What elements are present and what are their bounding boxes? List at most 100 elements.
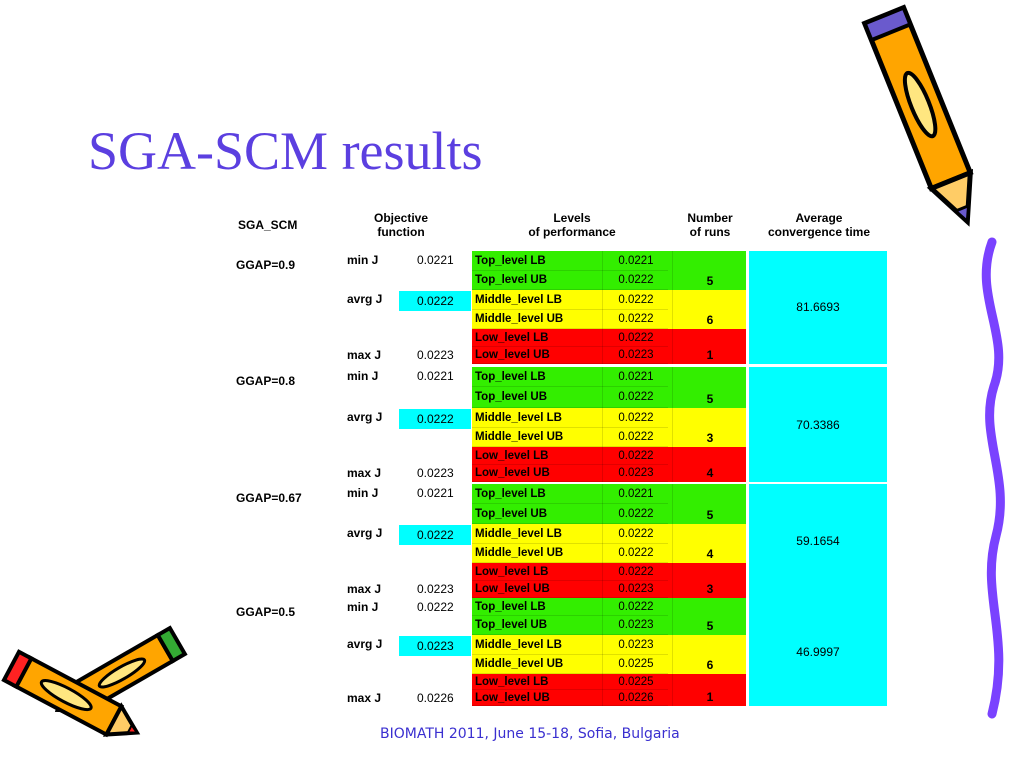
level-row — [472, 251, 746, 271]
level-row — [472, 655, 746, 674]
max-j-value: 0.0223 — [417, 348, 454, 362]
footer-conference: BIOMATH 2011, June 15-18, Sofia, Bulgari… — [380, 726, 680, 742]
avrg-j-label: avrg J — [347, 526, 383, 540]
level-row — [472, 290, 746, 310]
level-value: 0.0223 — [618, 619, 654, 631]
level-row — [472, 347, 746, 364]
level-row — [472, 524, 746, 544]
row-divider — [472, 464, 668, 465]
row-divider — [472, 270, 668, 271]
level-value: 0.0225 — [618, 658, 654, 670]
level-row — [472, 447, 746, 465]
level-name: Top_level LB — [475, 370, 546, 383]
max-j-label: max J — [347, 691, 382, 705]
level-value: 0.0221 — [618, 487, 654, 500]
runs-count: 6 — [706, 313, 714, 327]
level-name: Low_level UB — [475, 349, 550, 361]
avrg-j-label: avrg J — [347, 292, 383, 306]
min-j-label: min J — [347, 253, 379, 267]
level-name: Top_level UB — [475, 507, 547, 520]
row-divider — [472, 562, 668, 563]
runs-count: 5 — [706, 619, 714, 633]
pencil-icon — [861, 4, 974, 227]
level-name: Low_level LB — [475, 675, 549, 688]
level-row — [472, 484, 746, 504]
level-name: Top_level LB — [475, 487, 546, 500]
level-name: Top_level UB — [475, 619, 547, 631]
runs-count: 3 — [706, 431, 714, 445]
level-row — [472, 387, 746, 408]
avg-time-value: 59.1654 — [796, 534, 840, 548]
min-j-value: 0.0221 — [417, 369, 454, 383]
row-divider — [472, 328, 668, 329]
row-divider — [472, 503, 668, 504]
header-levels-line2: of performance — [528, 225, 616, 239]
level-value: 0.0222 — [618, 431, 654, 443]
level-name: Top_level LB — [475, 600, 546, 613]
level-row — [472, 271, 746, 290]
level-row — [472, 428, 746, 447]
slide-title: SGA-SCM results — [88, 121, 483, 181]
column-divider — [602, 367, 603, 482]
level-value: 0.0221 — [618, 254, 654, 267]
max-j-label: max J — [347, 582, 382, 596]
level-row — [472, 408, 746, 428]
level-value: 0.0222 — [618, 507, 654, 520]
avrg-j-value: 0.0222 — [417, 528, 454, 542]
level-name: Middle_level LB — [475, 293, 562, 306]
ggap-label: GGAP=0.9 — [236, 258, 296, 272]
min-j-value: 0.0222 — [417, 600, 454, 614]
header-avg-line2: convergence time — [767, 225, 871, 239]
max-j-label: max J — [347, 348, 382, 362]
level-name: Middle_level LB — [475, 527, 562, 540]
level-value: 0.0222 — [618, 565, 654, 578]
level-name: Middle_level UB — [475, 658, 564, 670]
row-divider — [472, 654, 668, 655]
header-sga-scm: SGA_SCM — [238, 218, 298, 232]
column-divider — [602, 598, 603, 706]
row-divider — [472, 346, 668, 347]
row-divider — [472, 705, 668, 706]
runs-count: 5 — [706, 508, 714, 522]
level-name: Middle_level UB — [475, 313, 564, 325]
runs-count: 1 — [706, 690, 714, 704]
ggap-label: GGAP=0.8 — [236, 374, 296, 388]
level-row — [472, 635, 746, 655]
level-row — [472, 581, 746, 598]
level-value: 0.0221 — [618, 370, 654, 383]
avrg-j-value: 0.0223 — [417, 639, 454, 653]
header-levels-line1: Levels — [553, 211, 591, 225]
level-value: 0.0223 — [618, 638, 654, 651]
ggap-label: GGAP=0.67 — [236, 491, 302, 505]
row-divider — [472, 363, 668, 364]
row-divider — [472, 615, 668, 616]
avrg-j-value: 0.0222 — [417, 294, 454, 308]
row-divider — [472, 481, 668, 482]
level-value: 0.0222 — [618, 331, 654, 344]
avg-time-cell — [749, 251, 887, 364]
min-j-label: min J — [347, 486, 379, 500]
level-value: 0.0222 — [618, 274, 654, 286]
column-divider — [602, 484, 603, 598]
runs-count: 4 — [706, 466, 714, 480]
avg-time-value: 46.9997 — [796, 645, 840, 659]
level-name: Middle_level LB — [475, 411, 562, 424]
level-row — [472, 329, 746, 347]
avrg-j-value: 0.0222 — [417, 412, 454, 426]
runs-count: 6 — [706, 658, 714, 672]
level-row — [472, 310, 746, 329]
level-row — [472, 367, 746, 387]
row-divider — [472, 407, 668, 408]
level-row — [472, 544, 746, 563]
runs-count: 4 — [706, 547, 714, 561]
avg-time-value: 81.6693 — [796, 300, 840, 314]
row-divider — [472, 289, 668, 290]
runs-count: 1 — [706, 348, 714, 362]
level-row — [472, 616, 746, 635]
level-name: Low_level UB — [475, 467, 550, 479]
avrg-j-label: avrg J — [347, 637, 383, 651]
max-j-value: 0.0223 — [417, 582, 454, 596]
level-name: Middle_level UB — [475, 547, 564, 559]
level-value: 0.0222 — [618, 527, 654, 540]
level-name: Top_level UB — [475, 391, 547, 403]
